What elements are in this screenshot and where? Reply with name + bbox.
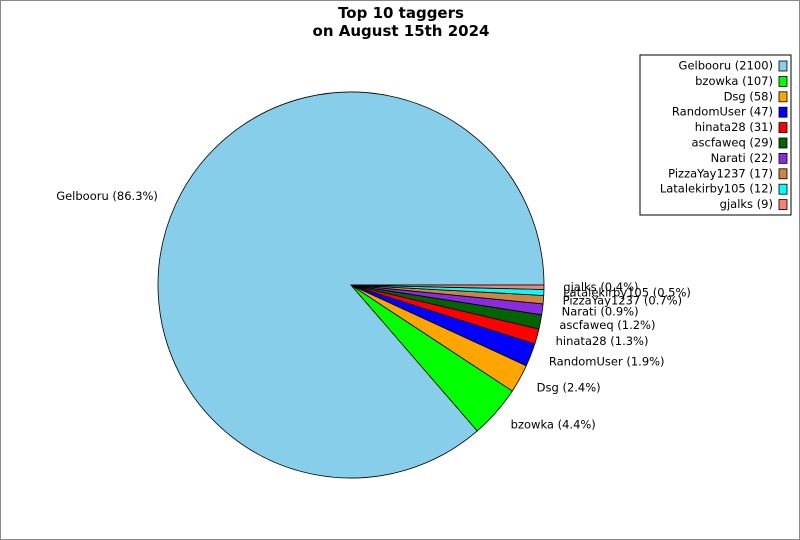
- legend-label: ascfaweq (29): [692, 136, 774, 150]
- slice-label: Latalekirby105 (0.5%): [563, 286, 691, 300]
- slice-label: bzowka (4.4%): [511, 417, 596, 431]
- legend-label: Latalekirby105 (12): [660, 182, 773, 196]
- legend-label: Gelbooru (2100): [679, 59, 773, 73]
- legend-swatch: [778, 199, 788, 211]
- slice-label: Narati (0.9%): [562, 304, 639, 318]
- legend: Gelbooru (2100)bzowka (107)Dsg (58) Rando…: [639, 54, 792, 216]
- legend-label: RandomUser (47): [672, 105, 773, 119]
- legend-swatch: [778, 60, 788, 72]
- slice-label: gjalks (0.4%): [563, 280, 638, 294]
- slice-label: PizzaYay1237 (0.7%): [563, 294, 682, 308]
- slice-label: Gelbooru (86.3%): [56, 189, 158, 203]
- legend-swatch: [778, 137, 788, 149]
- slice-label: RandomUser (1.9%): [549, 354, 665, 368]
- legend-label: Dsg (58): [724, 89, 773, 103]
- legend-swatch: [778, 91, 788, 103]
- legend-label: hinata28 (31): [695, 120, 773, 134]
- pie-slice: [350, 284, 545, 290]
- legend-label: PizzaYay1237 (17): [668, 166, 773, 180]
- legend-box: [639, 54, 792, 216]
- legend-swatch: [778, 106, 788, 118]
- legend-swatch: [778, 122, 788, 133]
- slice-label: Dsg (2.4%): [537, 380, 601, 394]
- slice-label: ascfaweq (1.2%): [559, 318, 655, 332]
- legend-label: Narati (22): [711, 151, 773, 165]
- legend-label: gjalks (9): [720, 197, 773, 211]
- chart-title: Top 10 taggers on August 15th 2024: [312, 4, 490, 40]
- legend-swatch: [778, 168, 788, 180]
- legend-label: bzowka (107): [695, 74, 773, 88]
- legend-swatch: [778, 152, 788, 164]
- slice-label: hinata28 (1.3%): [556, 334, 649, 348]
- legend-swatch: [778, 183, 788, 195]
- legend-swatch: [778, 76, 788, 87]
